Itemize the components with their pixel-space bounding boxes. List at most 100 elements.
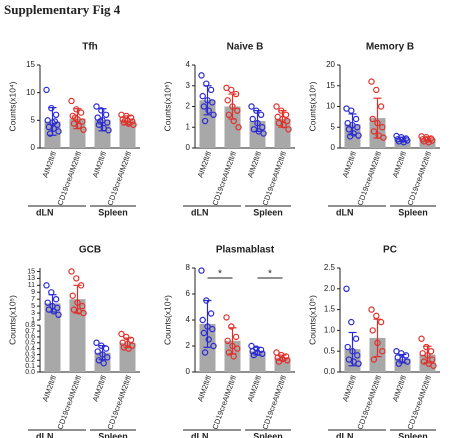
data-point <box>430 362 437 369</box>
y-tick-label: 0.4 <box>25 345 35 352</box>
x-tick-label: CD19creAIM2fl/fl <box>355 374 383 431</box>
data-point <box>127 336 135 344</box>
y-tick-label: 0.2 <box>25 357 35 364</box>
data-point <box>259 350 266 357</box>
data-point <box>73 275 80 282</box>
panel-title: Memory B <box>366 42 414 53</box>
y-axis-label: Counts(x10⁴) <box>7 81 17 131</box>
error-bar <box>48 294 57 313</box>
data-point <box>228 86 235 94</box>
x-tick-label: AIM2fl/fl <box>246 374 264 403</box>
data-point <box>200 103 208 110</box>
x-tick-label: AIM2fl/fl <box>196 374 214 403</box>
data-point <box>104 119 111 126</box>
data-point <box>68 97 75 105</box>
data-point <box>377 318 385 326</box>
data-point <box>377 103 385 110</box>
group-label: Spleen <box>253 207 283 217</box>
y-tick-label: 15 <box>26 60 35 69</box>
data-point <box>201 117 209 125</box>
bar <box>44 303 61 372</box>
data-point <box>260 130 267 137</box>
data-point <box>257 111 265 119</box>
data-point <box>68 268 75 275</box>
y-tick-label: 15 <box>326 81 335 90</box>
x-tick-label: AIM2fl/fl <box>341 374 359 403</box>
panel-title: Plasmablast <box>216 245 275 256</box>
error-bar <box>98 108 107 132</box>
x-tick-label: CD19creAIM2fl/fl <box>260 150 288 207</box>
data-point <box>352 115 360 123</box>
group-label: dLN <box>336 207 354 217</box>
y-tick-label: 0 <box>331 143 336 152</box>
y-tick-label: 9 <box>31 289 35 296</box>
data-point <box>93 103 100 110</box>
error-bar <box>278 110 287 128</box>
x-tick-label: CD19creAIM2fl/fl <box>210 150 238 207</box>
y-tick-label: 1 <box>186 122 191 131</box>
data-point <box>50 125 57 132</box>
data-point <box>225 349 233 356</box>
x-tick-label: AIM2fl/fl <box>246 150 264 179</box>
data-point <box>354 352 361 359</box>
group-label: Spleen <box>398 207 428 217</box>
x-tick-label: AIM2fl/fl <box>91 150 109 179</box>
error-bar <box>423 345 432 364</box>
bar <box>224 340 241 372</box>
data-point <box>43 86 50 94</box>
y-tick-label: 1.5 <box>324 305 336 314</box>
x-tick-label: CD19creAIM2fl/fl <box>105 150 133 207</box>
data-point <box>104 354 111 361</box>
data-point <box>425 138 432 146</box>
bar <box>419 138 436 148</box>
y-tick-label: 2.0 <box>324 284 336 293</box>
y-tick-label: 7 <box>31 296 35 303</box>
bar <box>69 299 86 372</box>
data-point <box>125 345 132 352</box>
figure-title: Supplementary Fig 4 <box>4 2 121 17</box>
data-point <box>234 107 241 114</box>
data-point <box>282 111 290 119</box>
data-point <box>248 103 255 110</box>
error-bar <box>73 284 82 314</box>
data-point <box>369 327 376 334</box>
data-point <box>284 117 291 125</box>
data-point <box>418 335 425 342</box>
data-point <box>77 109 85 116</box>
y-tick-label: 5 <box>31 115 36 124</box>
y-tick-label: 11 <box>28 282 35 289</box>
data-point <box>52 296 60 303</box>
error-bar <box>48 107 57 136</box>
y-tick-label: 3 <box>31 310 35 317</box>
x-tick-label: AIM2fl/fl <box>41 374 59 403</box>
y-tick-label: 10 <box>326 102 335 111</box>
x-tick-label: CD19creAIM2fl/fl <box>405 374 433 431</box>
error-bar <box>253 346 262 356</box>
error-bar <box>203 299 212 348</box>
data-point <box>344 343 351 351</box>
x-tick-label: AIM2fl/fl <box>341 150 359 179</box>
x-tick-label: CD19creAIM2fl/fl <box>55 374 83 431</box>
data-point <box>379 348 386 355</box>
data-point <box>429 356 436 363</box>
significance-label: * <box>218 269 222 280</box>
bar <box>249 121 266 148</box>
data-point <box>200 329 208 337</box>
y-tick-label: 2.5 <box>324 263 336 272</box>
group-label: Spleen <box>398 431 428 438</box>
error-bar <box>98 345 107 361</box>
y-tick-label: 2 <box>186 102 191 111</box>
y-tick-label: 0.5 <box>324 346 336 355</box>
group-label: Spleen <box>98 207 128 217</box>
data-point <box>232 333 240 341</box>
error-bar <box>228 93 237 120</box>
data-point <box>205 336 212 343</box>
data-point <box>234 345 241 352</box>
data-point <box>52 111 60 119</box>
data-point <box>205 107 212 114</box>
data-point <box>207 310 215 317</box>
y-tick-label: 1.0 <box>324 326 336 335</box>
data-point <box>355 132 362 139</box>
panel-title: GCB <box>79 245 101 256</box>
data-point <box>400 138 407 146</box>
